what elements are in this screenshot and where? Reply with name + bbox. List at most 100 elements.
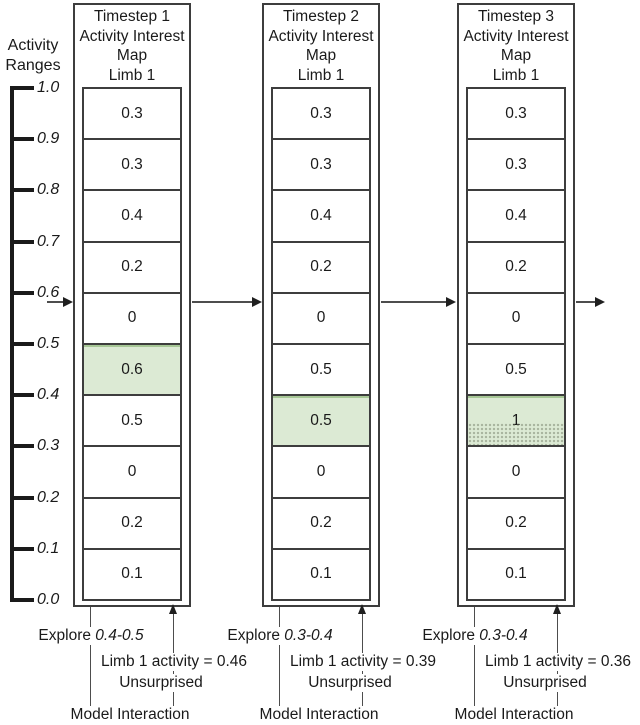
- title-line: Activity Interest: [79, 27, 185, 45]
- map-cell: 0.3: [84, 140, 180, 192]
- map-cell: 0.3: [468, 140, 564, 192]
- explore-label: Explore 0.3-0.4: [225, 627, 335, 645]
- axis-tick-icon: [10, 86, 34, 90]
- map-cell: 0.3: [273, 140, 369, 192]
- axis-tick-icon: [10, 495, 34, 500]
- axis-tick-label: 0.0: [37, 591, 60, 608]
- title-line: Map: [116, 47, 148, 64]
- axis-arrow-shaft: [47, 301, 64, 303]
- right-arrow-icon: [252, 297, 262, 307]
- map-cell: 0.3: [84, 89, 180, 141]
- interaction-label: Model Interaction: [68, 706, 192, 724]
- up-arrow-icon: [553, 604, 561, 614]
- timestep1-title: Timestep 1 Activity Interest Map Limb 1: [73, 7, 191, 85]
- axis-tick-label: 0.6: [37, 283, 60, 301]
- axis-tick-icon: [10, 188, 34, 193]
- axis-tick-label: 0.3: [37, 437, 60, 455]
- axis-title-line2: Ranges: [5, 57, 61, 74]
- axis-title-line1: Activity: [7, 37, 59, 54]
- title-line: Activity Interest: [268, 27, 374, 45]
- explore-word: Explore: [422, 627, 475, 644]
- axis-tick-label: 0.7: [37, 232, 60, 250]
- up-arrow-icon: [169, 604, 177, 614]
- axis-title: Activity Ranges: [1, 36, 65, 76]
- map-cell: 0.3: [468, 89, 564, 141]
- axis-tick-icon: [10, 290, 34, 295]
- surprise-label: Unsurprised: [117, 674, 205, 692]
- activity-label: Limb 1 activity = 0.36: [482, 653, 634, 671]
- right-arrow-icon: [446, 297, 456, 307]
- map-cell: 0: [84, 293, 180, 346]
- map-cell: 0.2: [468, 498, 564, 550]
- title-line: Timestep 2: [282, 8, 360, 25]
- axis-tick-icon: [10, 546, 34, 551]
- map-cell: 0.6: [84, 345, 180, 397]
- title-line: Activity Interest: [463, 27, 569, 45]
- flow-arrow-shaft: [576, 301, 596, 303]
- explore-range: 0.3-0.4: [284, 627, 333, 644]
- map-cell: 0.4: [273, 191, 369, 243]
- explore-range: 0.3-0.4: [479, 627, 528, 644]
- axis-tick-icon: [10, 444, 34, 449]
- explore-connector-line: [90, 607, 92, 711]
- axis-tick-label: 0.2: [37, 488, 60, 506]
- title-line: Timestep 1: [93, 8, 171, 25]
- axis-tick-icon: [10, 137, 34, 142]
- axis-tick-label: 0.1: [37, 539, 60, 557]
- map-cell: 0.2: [468, 242, 564, 294]
- map-cell: 0.3: [273, 89, 369, 141]
- map-cell: 0: [273, 447, 369, 499]
- timestep3-title: Timestep 3 Activity Interest Map Limb 1: [457, 7, 575, 85]
- map-cell: 1: [468, 396, 564, 448]
- timestep2-cell-stack: 0.3 0.3 0.4 0.2 0 0.5 0.5 0 0.2 0.1: [271, 87, 371, 601]
- explore-label: Explore 0.4-0.5: [36, 627, 146, 645]
- map-cell: 0.2: [273, 242, 369, 294]
- title-line: Map: [500, 47, 532, 64]
- map-cell: 0.2: [84, 242, 180, 294]
- interaction-label: Model Interaction: [452, 706, 576, 724]
- timestep2-title: Timestep 2 Activity Interest Map Limb 1: [262, 7, 380, 85]
- title-line: Limb 1: [492, 66, 540, 84]
- map-cell: 0.5: [273, 396, 369, 448]
- surprise-label: Unsurprised: [501, 674, 589, 692]
- axis-tick-icon: [10, 393, 34, 398]
- explore-range: 0.4-0.5: [95, 627, 144, 644]
- map-cell: 0.5: [468, 345, 564, 397]
- explore-word: Explore: [38, 627, 91, 644]
- map-cell: 0.1: [273, 549, 369, 600]
- map-cell: 0.1: [84, 549, 180, 600]
- axis-tick-icon: [10, 598, 34, 602]
- axis-tick-icon: [10, 239, 34, 244]
- explore-word: Explore: [227, 627, 280, 644]
- axis-tick-icon: [10, 342, 34, 346]
- timestep1-cell-stack: 0.3 0.3 0.4 0.2 0 0.6 0.5 0 0.2 0.1: [82, 87, 182, 601]
- timestep3-cell-stack: 0.3 0.3 0.4 0.2 0 0.5 1 0 0.2 0.1: [466, 87, 566, 601]
- map-cell: 0.1: [468, 549, 564, 600]
- axis-tick-label: 0.5: [37, 335, 60, 352]
- axis-tick-label: 1.0: [37, 79, 60, 96]
- right-arrow-icon: [63, 297, 73, 307]
- map-cell: 0.4: [468, 191, 564, 243]
- right-arrow-icon: [595, 297, 605, 307]
- activity-label: Limb 1 activity = 0.46: [98, 653, 250, 671]
- map-cell: 0: [84, 447, 180, 499]
- activity-label: Limb 1 activity = 0.39: [287, 653, 439, 671]
- map-cell: 0.2: [84, 498, 180, 550]
- map-cell: 0.5: [273, 345, 369, 397]
- title-line: Limb 1: [108, 66, 156, 84]
- map-cell: 0.4: [84, 191, 180, 243]
- title-line: Limb 1: [297, 66, 345, 84]
- flow-arrow-shaft: [381, 301, 447, 303]
- map-cell: 0: [468, 447, 564, 499]
- axis-tick-label: 0.9: [37, 130, 60, 148]
- map-cell: 0.2: [273, 498, 369, 550]
- map-cell: 0: [468, 293, 564, 346]
- interaction-label: Model Interaction: [257, 706, 381, 724]
- explore-label: Explore 0.3-0.4: [420, 627, 530, 645]
- title-line: Map: [305, 47, 337, 64]
- up-arrow-icon: [358, 604, 366, 614]
- map-cell: 0: [273, 293, 369, 346]
- explore-connector-line: [474, 607, 476, 711]
- axis-tick-label: 0.4: [37, 386, 60, 404]
